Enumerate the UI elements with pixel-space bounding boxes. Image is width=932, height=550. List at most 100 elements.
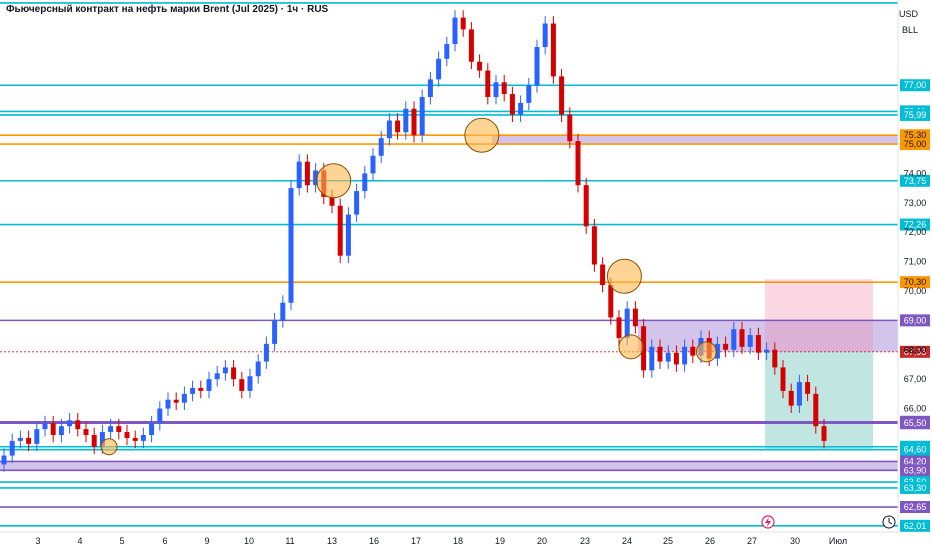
candle-body-71 [583, 185, 589, 227]
candle-body-12 [99, 432, 105, 447]
y-tick-6: 67,00 [904, 374, 927, 384]
y-tick-3: 71,00 [904, 257, 927, 267]
circles-layer [100, 117, 717, 456]
candle-body-92 [755, 335, 761, 353]
highlight-circle-1 [316, 163, 352, 199]
candle-body-6 [50, 423, 56, 436]
candle-body-51 [419, 96, 425, 136]
candle-body-31 [255, 361, 261, 377]
candle-body-44 [362, 173, 368, 192]
candle-body-60 [493, 82, 499, 97]
candle-body-54 [444, 44, 450, 59]
lightning-glyph [765, 517, 771, 527]
y-tick-2: 72,00 [904, 227, 927, 237]
chart-title: Фьючерсный контракт на нефть марки Brent… [6, 4, 329, 15]
x-tick-9: 17 [411, 536, 421, 546]
candle-body-26 [214, 373, 220, 380]
x-tick-12: 20 [537, 536, 547, 546]
candle-body-88 [723, 343, 729, 350]
candle-body-16 [132, 437, 138, 441]
y-tick-4: 70,00 [904, 286, 927, 296]
candle-body-10 [83, 429, 89, 436]
candle-body-53 [436, 58, 442, 80]
price-label-bg-12 [900, 417, 930, 430]
price-label-bg-19 [900, 501, 930, 514]
candle-body-62 [509, 94, 515, 115]
candle-body-5 [42, 423, 48, 430]
risk-box [765, 279, 873, 352]
candle-body-59 [485, 70, 491, 97]
candle-body-50 [411, 108, 417, 136]
candle-body-29 [239, 379, 245, 391]
y-tick-5: 68,00 [904, 345, 927, 355]
candle-body-41 [337, 205, 343, 256]
candle-body-47 [386, 120, 392, 139]
candle-body-69 [567, 114, 573, 142]
candle-body-25 [206, 379, 212, 391]
highlight-circle-4 [618, 334, 644, 360]
candle-body-38 [313, 170, 319, 186]
x-tick-0: 3 [35, 536, 40, 546]
price-label-9: 69,00 [904, 315, 927, 325]
price-label-bg-8 [900, 276, 930, 289]
price-label-8: 70,30 [904, 277, 927, 287]
levels-layer [0, 2, 898, 527]
x-tick-5: 10 [244, 536, 254, 546]
price-axis[interactable]: 77,0076,1175,9975,3075,0073,7572,2670,30… [897, 0, 930, 532]
x-tick-17: 27 [747, 536, 757, 546]
y-extra-tick-0: 68,00 [904, 345, 927, 355]
clock-hands [888, 518, 893, 525]
price-label-14: 64,60 [904, 445, 927, 455]
candle-body-18 [149, 423, 155, 436]
candle-body-9 [75, 420, 81, 430]
candle-body-84 [690, 346, 696, 356]
price-label-5: 75,00 [904, 139, 927, 149]
x-tick-15: 25 [663, 536, 673, 546]
candle-body-99 [813, 393, 819, 427]
x-tick-2: 5 [119, 536, 124, 546]
candle-body-61 [501, 82, 507, 95]
time-axis[interactable]: 3 4 5 6 9 10 11 13 16 17 18 19 20 23 24 25 26 27 30 Июл [0, 515, 898, 546]
price-label-18: 63,30 [904, 483, 927, 493]
candle-body-37 [304, 161, 310, 186]
candle-body-21 [173, 399, 179, 403]
y-tick-7: 66,00 [904, 404, 927, 414]
candle-body-2 [17, 437, 23, 441]
candles-layer [1, 10, 827, 472]
x-tick-1: 4 [77, 536, 82, 546]
price-label-bg-1 [900, 79, 930, 92]
x-tick-14: 24 [622, 536, 632, 546]
x-tick-19: Июл [829, 536, 847, 546]
zone-75 [492, 135, 898, 145]
candle-body-11 [91, 435, 97, 447]
x-tick-4: 9 [204, 536, 209, 546]
price-label-6: 73,75 [904, 176, 927, 186]
price-label-bg-5 [900, 138, 930, 151]
price-label-bg-10 [900, 345, 930, 358]
x-tick-13: 23 [580, 536, 590, 546]
candle-body-91 [747, 335, 753, 347]
candle-body-3 [26, 437, 32, 444]
candle-body-58 [477, 61, 483, 71]
candle-body-4 [34, 429, 40, 444]
candle-body-82 [673, 352, 679, 365]
candle-body-14 [116, 426, 122, 433]
x-tick-3: 6 [162, 536, 167, 546]
candle-body-34 [280, 302, 286, 321]
x-tick-16: 26 [705, 536, 715, 546]
candle-body-100 [821, 426, 827, 441]
candle-body-79 [649, 346, 655, 371]
candle-body-27 [222, 367, 228, 374]
x-tick-18: 30 [790, 536, 800, 546]
zone-69 [638, 320, 898, 352]
x-tick-8: 16 [369, 536, 379, 546]
zone-64 [0, 461, 898, 471]
y-tick-1: 73,00 [904, 198, 927, 208]
candle-body-48 [395, 120, 401, 133]
candle-body-45 [370, 155, 376, 174]
reward-box [765, 351, 873, 450]
candle-body-8 [67, 420, 73, 427]
highlight-circle-0 [100, 438, 118, 456]
candle-body-64 [526, 85, 532, 103]
